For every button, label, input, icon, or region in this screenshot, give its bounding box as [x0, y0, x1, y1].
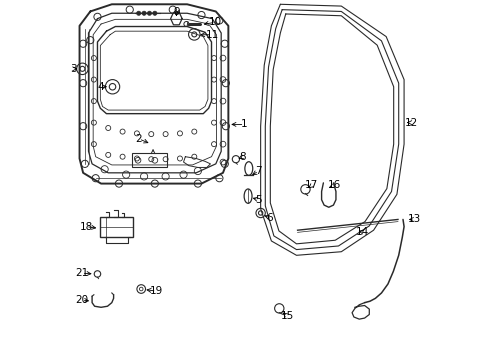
Text: 3: 3	[70, 64, 76, 74]
Text: 21: 21	[75, 268, 88, 278]
Text: 19: 19	[150, 286, 163, 296]
Circle shape	[147, 11, 151, 15]
Text: 7: 7	[255, 166, 262, 176]
Text: 18: 18	[79, 222, 92, 231]
Bar	[131, 153, 167, 167]
Text: 14: 14	[355, 227, 369, 237]
Text: 9: 9	[173, 7, 179, 17]
Text: 8: 8	[239, 152, 245, 162]
Text: 20: 20	[75, 295, 88, 305]
Text: 16: 16	[327, 180, 340, 190]
Text: 17: 17	[305, 180, 318, 190]
Bar	[100, 217, 133, 237]
Text: 5: 5	[255, 195, 262, 205]
Text: 11: 11	[205, 30, 219, 40]
Text: 4: 4	[98, 82, 104, 92]
Circle shape	[136, 11, 141, 15]
Text: 15: 15	[280, 311, 294, 321]
Text: 6: 6	[266, 213, 272, 222]
Text: 2: 2	[135, 134, 142, 144]
Text: 13: 13	[407, 215, 421, 224]
Text: 10: 10	[209, 17, 222, 27]
Text: 12: 12	[404, 118, 417, 128]
Text: 1: 1	[241, 120, 247, 129]
Circle shape	[152, 11, 157, 15]
Circle shape	[142, 11, 146, 15]
